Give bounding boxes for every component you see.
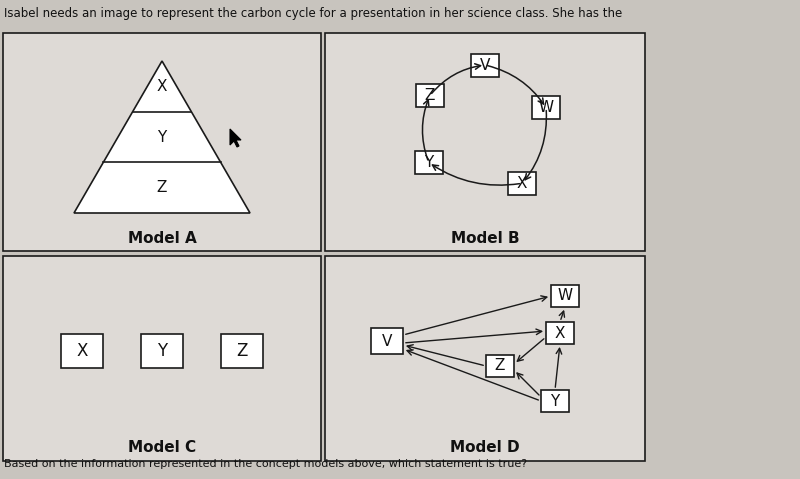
Bar	[532, 96, 560, 119]
Bar	[325, 256, 645, 461]
Bar	[486, 355, 514, 377]
Text: Y: Y	[158, 129, 166, 145]
Bar	[141, 333, 183, 367]
Text: X: X	[157, 79, 167, 94]
Text: Y: Y	[157, 342, 167, 360]
Text: Z: Z	[236, 342, 248, 360]
Text: Isabel needs an image to represent the carbon cycle for a presentation in her sc: Isabel needs an image to represent the c…	[4, 7, 622, 20]
Text: Model B: Model B	[450, 230, 519, 246]
Bar	[371, 328, 403, 354]
Text: Z: Z	[157, 180, 167, 195]
Polygon shape	[230, 129, 241, 147]
Text: Y: Y	[550, 394, 560, 409]
Bar	[551, 285, 579, 307]
Text: W: W	[558, 288, 573, 304]
Text: Model D: Model D	[450, 441, 520, 456]
Text: Model A: Model A	[128, 230, 196, 246]
Bar	[221, 333, 263, 367]
Text: X: X	[517, 176, 527, 191]
Bar	[414, 151, 442, 174]
Text: Z: Z	[495, 358, 505, 374]
Bar	[61, 333, 103, 367]
Text: X: X	[554, 326, 566, 341]
Bar	[416, 84, 444, 107]
Polygon shape	[74, 61, 250, 213]
Bar	[508, 172, 536, 195]
Text: Based on the information represented in the concept models above, which statemen: Based on the information represented in …	[4, 459, 527, 469]
Text: V: V	[382, 333, 392, 349]
Bar	[546, 322, 574, 344]
Bar	[541, 390, 569, 412]
Bar	[471, 54, 499, 77]
Text: Model C: Model C	[128, 441, 196, 456]
Bar	[325, 33, 645, 251]
Text: V: V	[480, 57, 490, 72]
Text: Z: Z	[425, 88, 435, 103]
Bar	[3, 33, 321, 251]
Bar	[3, 256, 321, 461]
Text: W: W	[538, 100, 554, 115]
Text: Y: Y	[424, 155, 434, 170]
Text: X: X	[76, 342, 88, 360]
